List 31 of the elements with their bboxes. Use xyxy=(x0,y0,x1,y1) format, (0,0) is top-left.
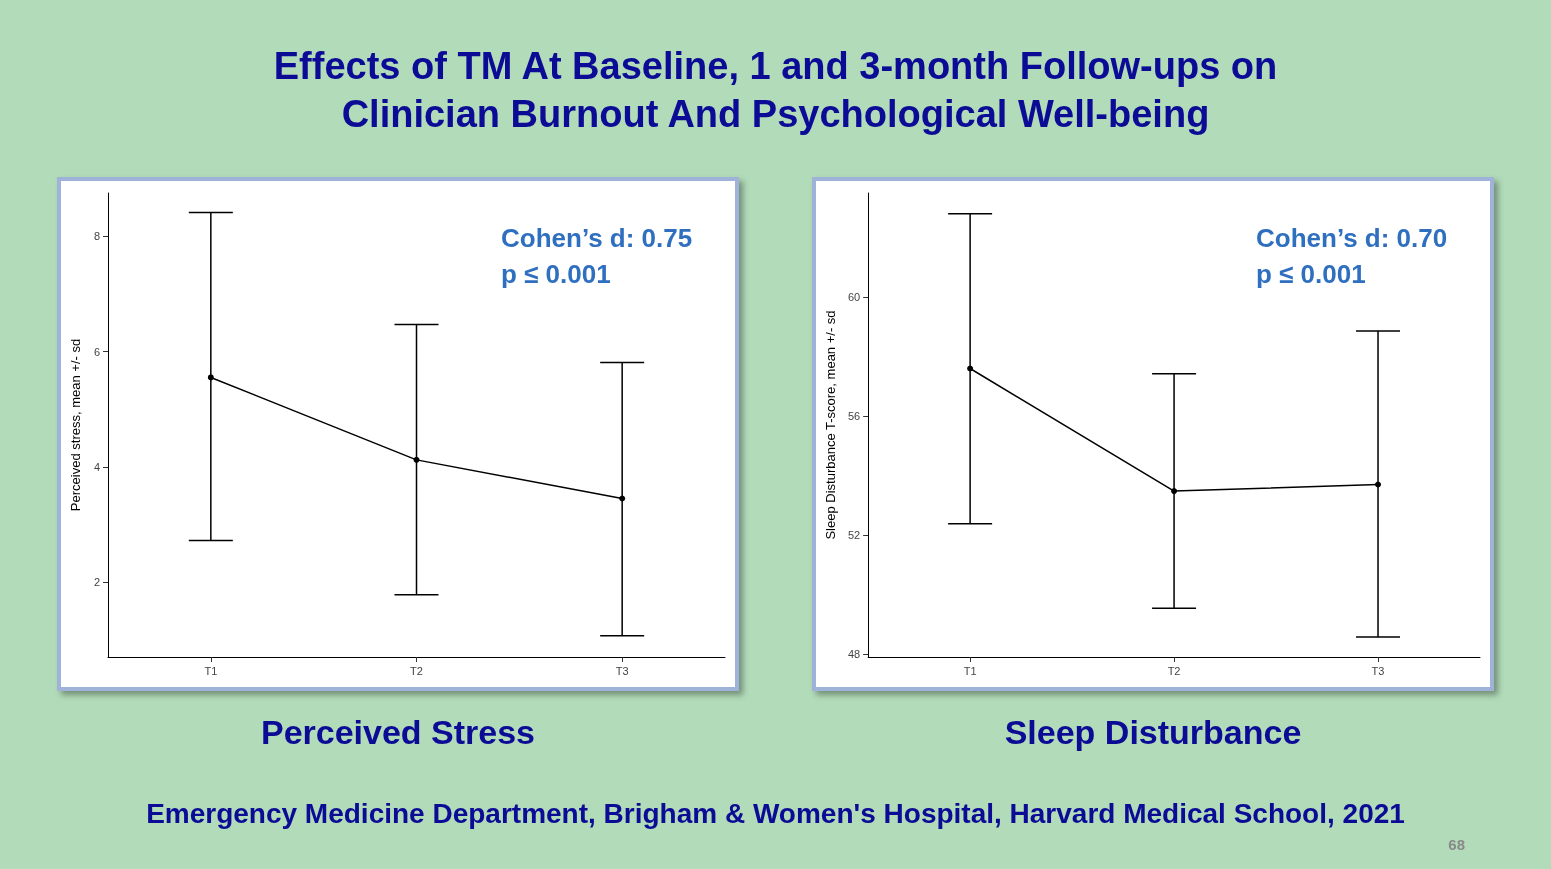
y-tick-label: 8 xyxy=(93,230,100,243)
y-tick-label: 60 xyxy=(847,291,861,304)
point xyxy=(1375,481,1382,488)
y-axis-title: Perceived stress, mean +/- sd xyxy=(68,338,83,512)
point xyxy=(1171,488,1178,495)
text: Emergency Medicine Department, Brigham & Women's Hospital, Harvard Medical School, 2021 xyxy=(145,798,1406,830)
text: 68 xyxy=(1448,836,1465,853)
point xyxy=(413,456,420,463)
text: Effects of TM At Baseline, 1 and 3-month Follow-ups on Clinician Burnout And Psychological Well-being xyxy=(272,44,1279,137)
x-tick-label: T1 xyxy=(204,664,218,677)
point xyxy=(619,495,626,502)
y-axis-title: Sleep Disturbance T-score, mean +/- sd xyxy=(823,310,838,540)
y-tick-label: 52 xyxy=(847,529,861,542)
x-tick-label: T2 xyxy=(410,664,423,677)
y-tick-label: 6 xyxy=(93,345,100,358)
annotation: p ≤ 0.001 xyxy=(1256,259,1366,289)
text: Sleep Disturbance xyxy=(1003,713,1303,752)
x-tick-label: T3 xyxy=(615,664,629,677)
x-tick-label: T1 xyxy=(963,664,977,677)
x-tick-label: T2 xyxy=(1167,664,1181,677)
annotation: Cohen’s d: 0.75 xyxy=(501,223,693,253)
y-tick-label: 2 xyxy=(93,576,100,589)
y-tick-label: 48 xyxy=(847,648,861,661)
point xyxy=(967,365,974,372)
y-tick-label: 56 xyxy=(847,410,861,423)
x-tick-label: T3 xyxy=(1371,664,1385,677)
annotation: Cohen’s d: 0.70 xyxy=(1256,223,1448,253)
annotation: p ≤ 0.001 xyxy=(501,259,611,289)
text: Perceived Stress xyxy=(259,713,537,752)
point xyxy=(207,374,214,381)
y-tick-label: 4 xyxy=(93,460,100,473)
